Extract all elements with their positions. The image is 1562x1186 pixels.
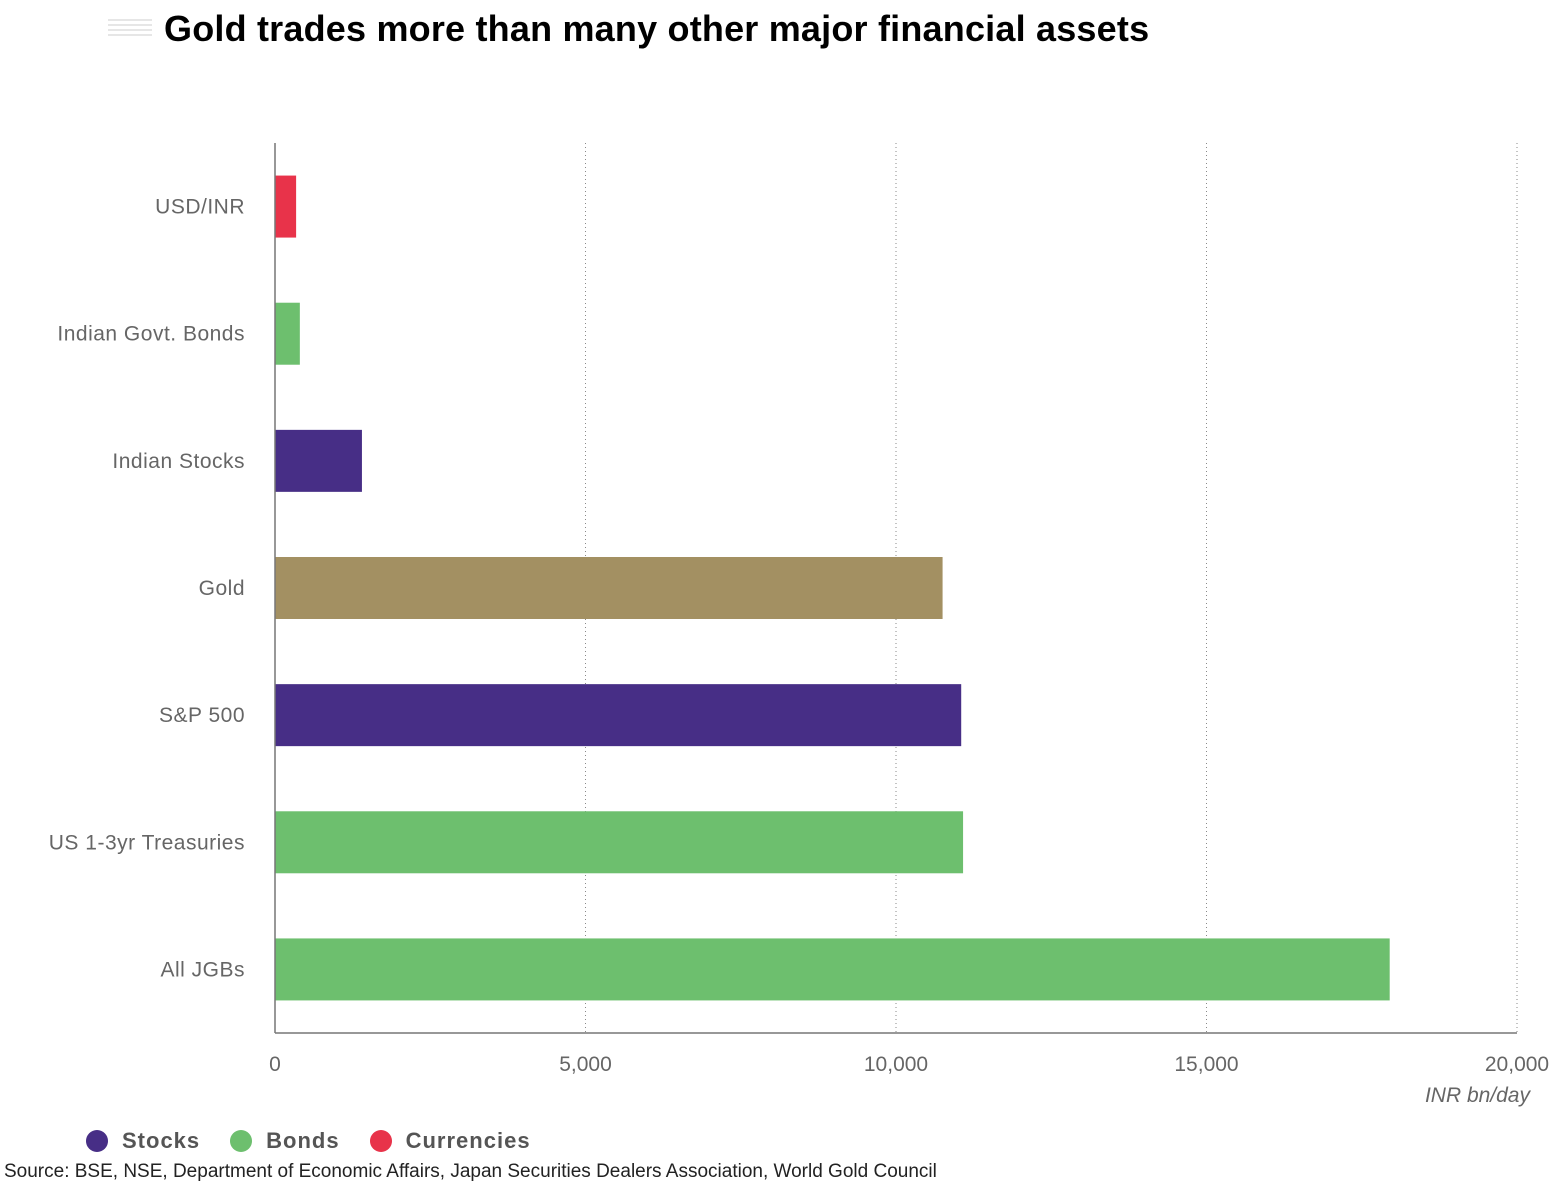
legend-swatch-bonds	[230, 1130, 253, 1152]
bars	[275, 175, 1390, 1001]
legend-label-bonds: Bonds	[266, 1128, 340, 1153]
category-label-indian-stocks: Indian Stocks	[112, 450, 245, 473]
bar-s-p-500	[275, 684, 962, 747]
legend-swatch-stocks	[86, 1130, 108, 1152]
bar-us-1-3yr-treasuries	[275, 811, 964, 874]
category-label-s-p-500: S&P 500	[159, 704, 245, 727]
legend: Stocks Bonds Currencies	[86, 1128, 561, 1154]
chart-title: Gold trades more than many other major f…	[164, 8, 1150, 49]
category-label-us-1-3yr-treasuries: US 1-3yr Treasuries	[49, 831, 245, 854]
category-label-usd-inr: USD/INR	[155, 196, 245, 219]
x-axis-unit-label: INR bn/day	[1425, 1084, 1532, 1107]
x-tick-label: 20,000	[1485, 1053, 1549, 1076]
bar-indian-stocks	[275, 429, 362, 492]
bar-usd-inr	[275, 175, 297, 238]
title-area: Gold trades more than many other major f…	[108, 6, 1149, 52]
legend-label-stocks: Stocks	[122, 1128, 201, 1153]
bar-all-jgbs	[275, 938, 1390, 1001]
legend-label-currencies: Currencies	[405, 1128, 531, 1153]
bar-gold	[275, 557, 943, 619]
legend-swatch-currencies	[369, 1130, 392, 1152]
category-label-indian-govt-bonds: Indian Govt. Bonds	[57, 323, 245, 346]
labels: 0 5,000 10,000 15,000 20,000 USD/INR Indian Go…	[49, 196, 1549, 1076]
x-tick-label: 15,000	[1174, 1053, 1238, 1076]
legend-item-bonds: Bonds	[230, 1128, 339, 1154]
source-note: Source: BSE, NSE, Department of Economic…	[4, 1161, 937, 1182]
x-tick-label: 0	[269, 1053, 281, 1076]
category-label-all-jgbs: All JGBs	[160, 958, 245, 981]
x-tick-label: 5,000	[559, 1053, 612, 1076]
bar-indian-govt-bonds	[275, 302, 300, 365]
x-tick-label: 10,000	[864, 1053, 928, 1076]
axes	[274, 143, 1517, 1034]
category-label-gold: Gold	[199, 577, 245, 600]
legend-item-stocks: Stocks	[86, 1128, 200, 1154]
legend-item-currencies: Currencies	[369, 1128, 531, 1154]
title-decoration	[108, 19, 152, 39]
